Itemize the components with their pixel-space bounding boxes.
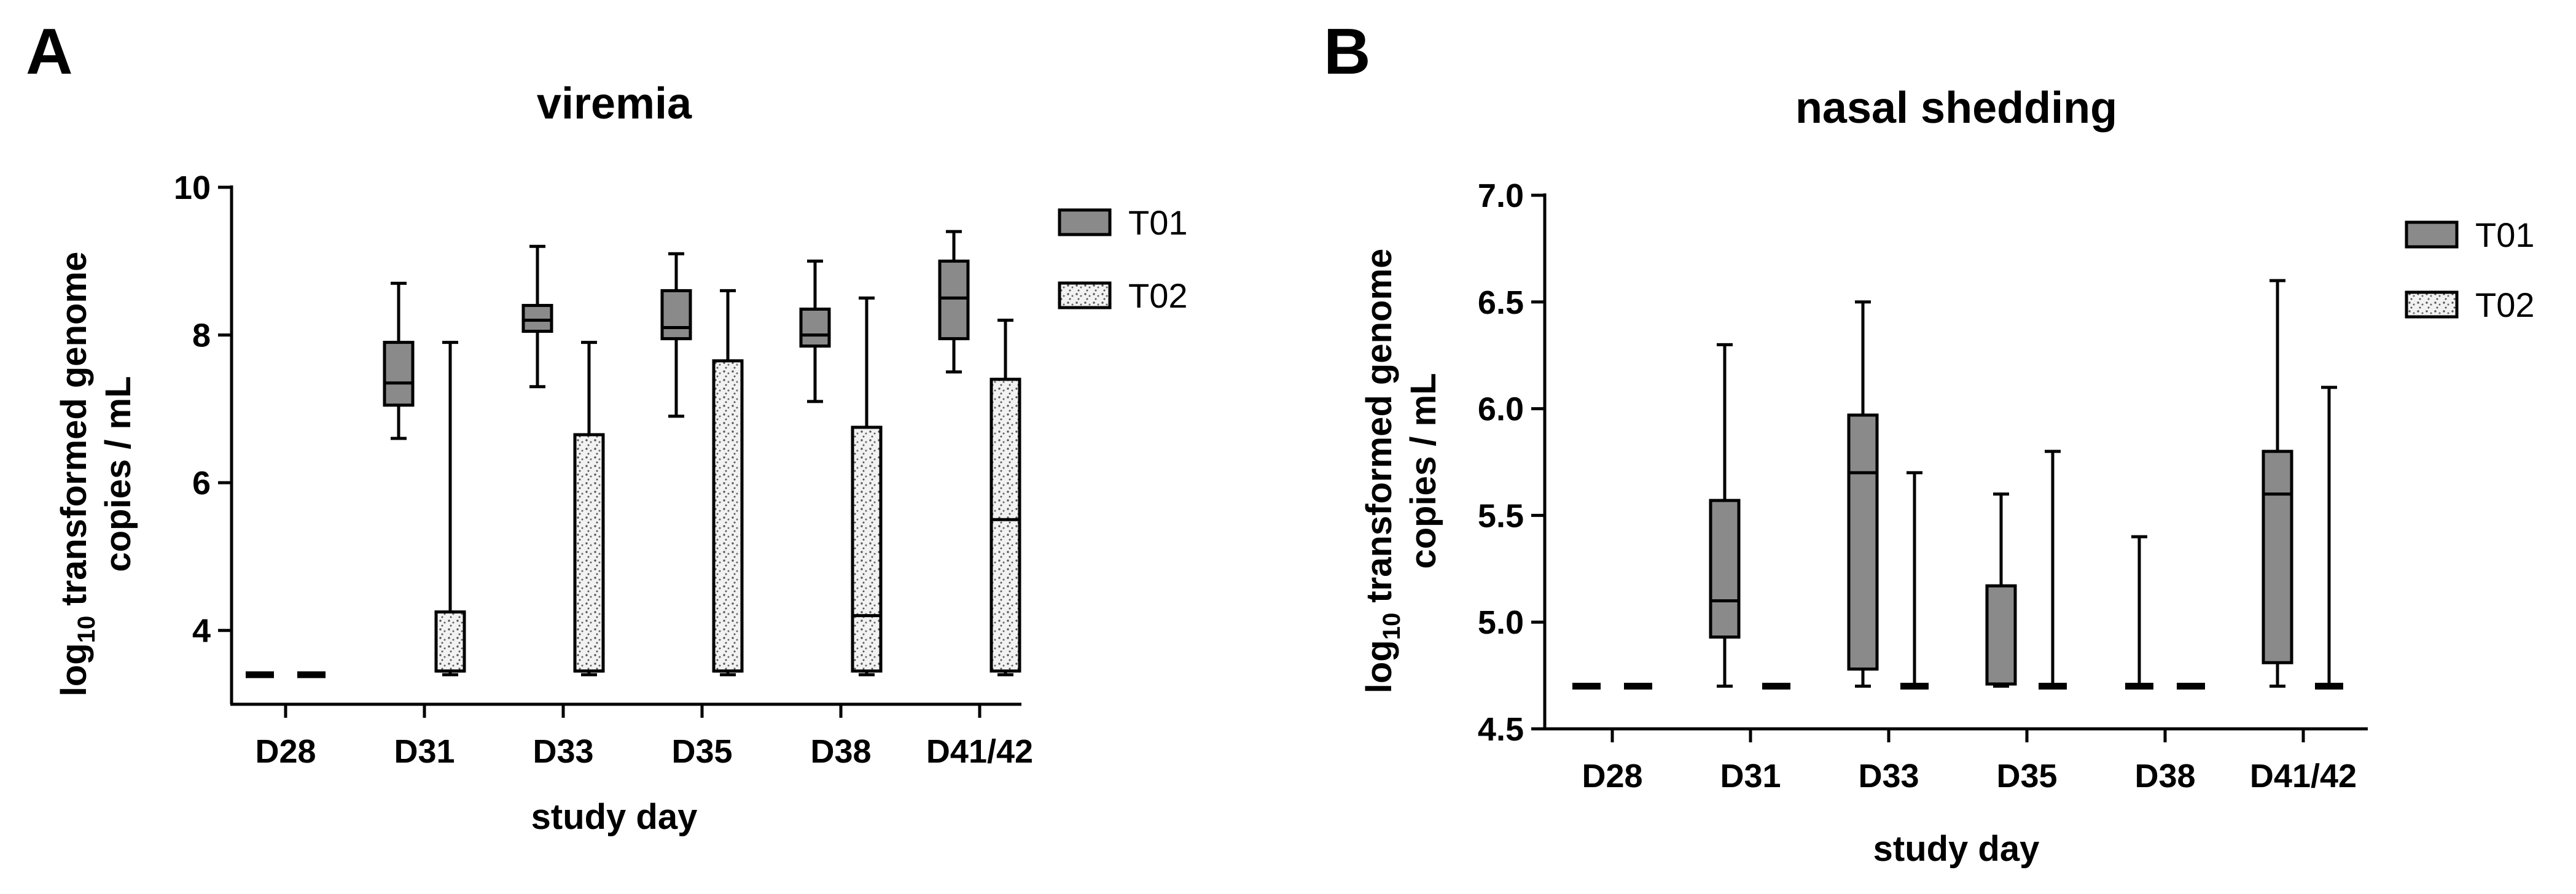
- x-tick-label: D35: [1996, 758, 2057, 795]
- t02-box: [991, 379, 1020, 671]
- legend-label-t01: T01: [1128, 203, 1188, 242]
- chart-b-y-axis-title-line2: copies / mL: [1403, 373, 1443, 569]
- t01-box: [523, 305, 552, 331]
- x-tick-label: D41/42: [2250, 758, 2357, 795]
- y-tick-label: 5.0: [1478, 604, 1524, 641]
- y-tick-label: 4.5: [1478, 711, 1524, 748]
- t01-box: [2263, 451, 2292, 663]
- y-tick-label: 4: [192, 613, 211, 650]
- t01-box: [384, 343, 413, 405]
- y-tick-label: 5.5: [1478, 497, 1524, 534]
- legend-swatch-t01: [1060, 210, 1110, 235]
- panel-label-b: B: [1324, 15, 1371, 88]
- chart-viremia: viremia log10 transformed genome copies …: [54, 79, 1188, 837]
- y-tick-label: 6: [192, 465, 211, 502]
- x-tick-label: D31: [1720, 758, 1781, 795]
- figure: A B viremia log10 transformed genome cop…: [0, 0, 2576, 894]
- x-tick-label: D41/42: [926, 733, 1033, 770]
- t02-box: [714, 361, 742, 671]
- legend-swatch-t01: [2406, 222, 2457, 247]
- x-tick-label: D31: [394, 733, 455, 770]
- x-tick-label: D38: [2134, 758, 2195, 795]
- x-tick-label: D33: [1858, 758, 1919, 795]
- t01-box: [1987, 586, 2015, 684]
- t01-box: [1711, 500, 1739, 637]
- chart-nasal-shedding: nasal shedding log10 transformed genome …: [1359, 84, 2535, 869]
- chart-b-y-axis-title: log10 transformed genome: [1359, 249, 1405, 693]
- chart-a-y-axis-title: log10 transformed genome: [54, 252, 100, 696]
- y-tick-label: 7.0: [1478, 177, 1524, 214]
- t02-box: [436, 612, 464, 671]
- panel-label-a: A: [26, 15, 73, 88]
- y-tick-label: 6.0: [1478, 391, 1524, 428]
- x-tick-label: D35: [671, 733, 732, 770]
- legend-label-t01: T01: [2475, 216, 2535, 254]
- y-tick-label: 10: [174, 169, 211, 206]
- chart-a-y-axis-title-line2: copies / mL: [98, 376, 138, 572]
- chart-b-title: nasal shedding: [1795, 84, 2117, 133]
- x-tick-label: D38: [810, 733, 871, 770]
- chart-b-x-axis-title: study day: [1873, 829, 2040, 869]
- x-tick-label: D28: [255, 733, 316, 770]
- legend-swatch-t02: [2406, 292, 2457, 317]
- t01-box: [662, 290, 690, 338]
- y-tick-label: 6.5: [1478, 284, 1524, 321]
- y-tick-label: 8: [192, 317, 211, 354]
- t01-box: [940, 261, 968, 338]
- chart-a-x-axis-title: study day: [531, 797, 698, 837]
- t02-box: [853, 427, 881, 671]
- legend-swatch-t02: [1060, 283, 1110, 308]
- t02-box: [575, 435, 603, 671]
- x-tick-label: D28: [1582, 758, 1642, 795]
- legend-label-t02: T02: [2475, 286, 2535, 324]
- t01-box: [1849, 415, 1877, 669]
- x-tick-label: D33: [533, 733, 593, 770]
- chart-a-title: viremia: [537, 79, 692, 128]
- t01-box: [801, 309, 829, 346]
- legend-label-t02: T02: [1128, 276, 1188, 315]
